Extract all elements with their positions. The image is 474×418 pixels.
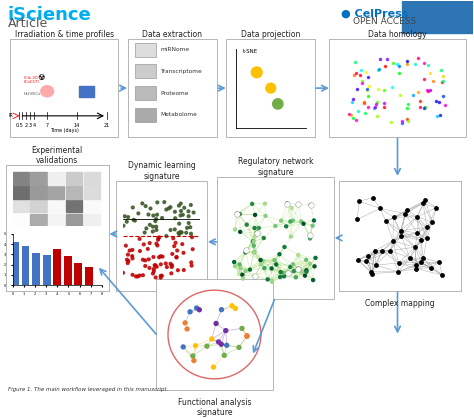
FancyBboxPatch shape [339, 181, 461, 291]
Text: Data homology: Data homology [368, 30, 427, 39]
FancyBboxPatch shape [10, 39, 118, 138]
Text: Transcriptome: Transcriptome [161, 69, 202, 74]
Bar [135, 86, 156, 100]
FancyBboxPatch shape [156, 279, 273, 390]
FancyBboxPatch shape [329, 39, 465, 138]
Text: Complex mapping: Complex mapping [365, 299, 435, 308]
FancyBboxPatch shape [116, 181, 208, 291]
FancyBboxPatch shape [128, 39, 217, 138]
Bar [135, 108, 156, 122]
Text: Regulatory network
signature: Regulatory network signature [238, 158, 313, 177]
Text: OPEN ACCESS: OPEN ACCESS [353, 17, 416, 25]
Text: Dynamic learning
signature: Dynamic learning signature [128, 161, 196, 181]
Text: Experimental
validations: Experimental validations [32, 145, 83, 165]
Bar [135, 43, 156, 56]
FancyBboxPatch shape [217, 177, 334, 299]
Text: miRNome: miRNome [161, 47, 190, 52]
Bar [402, 1, 473, 33]
Text: Proteome: Proteome [161, 91, 189, 96]
Bar [135, 64, 156, 78]
Text: iScience: iScience [8, 6, 91, 24]
FancyBboxPatch shape [6, 165, 109, 291]
Text: Figure 1. The main workflow leveraged in this manuscript.: Figure 1. The main workflow leveraged in… [8, 387, 168, 393]
Text: Functional analysis
signature: Functional analysis signature [178, 398, 251, 417]
Text: Irradiation & time profiles: Irradiation & time profiles [15, 30, 114, 39]
Text: Article: Article [8, 17, 48, 30]
Text: ● CelPress: ● CelPress [341, 8, 409, 18]
FancyBboxPatch shape [226, 39, 315, 138]
Text: Data extraction: Data extraction [142, 30, 202, 39]
Text: Metabolome: Metabolome [161, 112, 197, 117]
Text: Data projection: Data projection [241, 30, 301, 39]
